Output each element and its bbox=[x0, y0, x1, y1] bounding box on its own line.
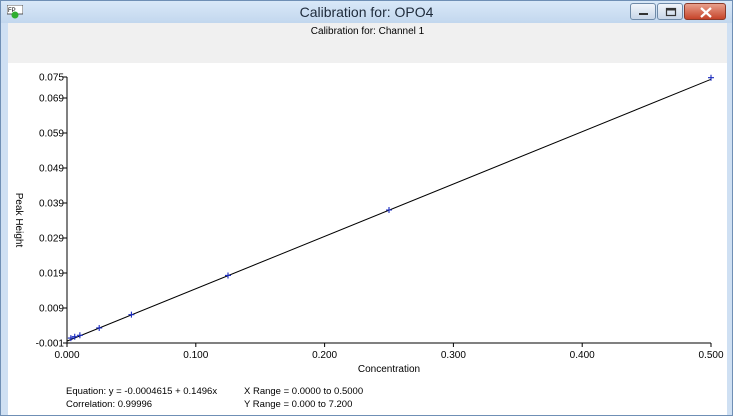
y-tick-label: -0.001 bbox=[36, 339, 65, 350]
y-tick-label: 0.069 bbox=[39, 94, 64, 105]
x-tick-label: 0.100 bbox=[183, 350, 208, 361]
chart-axes bbox=[66, 77, 711, 344]
y-tick-label: 0.029 bbox=[39, 234, 64, 245]
correlation-text: Correlation: 0.99996 bbox=[66, 399, 153, 410]
chart-subtitle: Calibration for: Channel 1 bbox=[310, 26, 425, 37]
y-tick-label: 0.009 bbox=[39, 304, 64, 315]
data-point bbox=[225, 272, 231, 279]
data-point bbox=[708, 74, 714, 81]
data-point bbox=[67, 335, 74, 342]
stats-row-1: Equation: y = -0.0004615 + 0.1496x X Ran… bbox=[66, 385, 363, 398]
stats-row-2: Correlation: 0.99996 Y Range = 0.000 to … bbox=[66, 398, 363, 411]
y-tick-label: 0.019 bbox=[39, 269, 64, 280]
x-tick-label: 0.200 bbox=[312, 350, 337, 361]
close-icon bbox=[700, 7, 712, 18]
data-point bbox=[71, 333, 78, 340]
x-tick-label: 0.300 bbox=[441, 350, 466, 361]
title-bar[interactable]: FP Calibration for: OPO4 bbox=[1, 1, 732, 23]
data-point bbox=[96, 324, 103, 331]
y-axis-title: Peak Height bbox=[13, 193, 24, 248]
equation-text: Equation: y = -0.0004615 + 0.1496x bbox=[66, 386, 218, 397]
data-point bbox=[76, 332, 83, 339]
window-controls bbox=[629, 3, 726, 21]
subtitle-band: Calibration for: Channel 1 bbox=[8, 23, 727, 63]
y-tick-label: 0.075 bbox=[39, 73, 64, 84]
minimize-button[interactable] bbox=[630, 3, 656, 20]
calibration-chart: -0.001 0.009 0.019 0.029 0.039 0.049 0.059 0.06… bbox=[13, 73, 724, 376]
y-axis-ticks: -0.001 0.009 0.019 0.029 0.039 0.049 0.059 0.06… bbox=[36, 73, 67, 350]
x-tick-label: 0.000 bbox=[54, 350, 79, 361]
close-button[interactable] bbox=[684, 3, 726, 20]
y-range-text: Y Range = 0.000 to 7.200 bbox=[244, 399, 353, 410]
maximize-button[interactable] bbox=[657, 3, 683, 20]
calibration-app-icon: FP bbox=[7, 5, 23, 19]
x-range-text: X Range = 0.0000 to 0.5000 bbox=[244, 386, 364, 397]
maximize-icon bbox=[665, 7, 677, 17]
calibration-stats: Equation: y = -0.0004615 + 0.1496x X Ran… bbox=[66, 385, 363, 411]
y-tick-label: 0.039 bbox=[39, 199, 64, 210]
y-tick-label: 0.049 bbox=[39, 164, 64, 175]
x-axis-title: Concentration bbox=[358, 364, 420, 375]
data-point bbox=[386, 207, 392, 213]
x-tick-label: 0.500 bbox=[698, 350, 723, 361]
window-title: Calibration for: OPO4 bbox=[299, 4, 434, 20]
x-axis-ticks: 0.000 0.100 0.200 0.300 0.400 0.500 bbox=[54, 343, 724, 361]
data-points bbox=[67, 74, 714, 342]
data-point bbox=[128, 311, 135, 318]
chart-area: Calibration for: Channel 1 -0.001 0.009 0.… bbox=[8, 23, 727, 415]
y-tick-label: 0.059 bbox=[39, 129, 64, 140]
x-tick-label: 0.400 bbox=[570, 350, 595, 361]
svg-text:FP: FP bbox=[8, 8, 16, 14]
minimize-icon bbox=[639, 13, 648, 15]
